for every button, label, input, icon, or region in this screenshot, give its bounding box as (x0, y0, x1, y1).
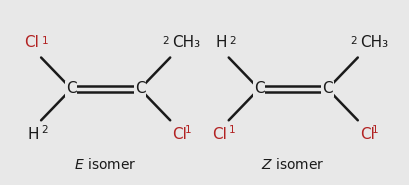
Text: C: C (254, 81, 264, 96)
Text: H: H (27, 127, 39, 142)
Text: Cl: Cl (360, 127, 375, 142)
Text: 2: 2 (162, 36, 169, 46)
Text: Cl: Cl (172, 127, 187, 142)
Text: 2: 2 (350, 36, 357, 46)
Text: 1: 1 (184, 125, 191, 135)
Text: C: C (135, 81, 145, 96)
Text: H: H (215, 35, 227, 50)
Text: $\it{Z}$ isomer: $\it{Z}$ isomer (261, 157, 325, 172)
Text: CH₃: CH₃ (360, 35, 388, 50)
Text: Cl: Cl (212, 127, 227, 142)
Text: C: C (66, 81, 76, 96)
Text: $\it{E}$ isomer: $\it{E}$ isomer (74, 157, 137, 172)
Text: CH₃: CH₃ (172, 35, 200, 50)
Text: 1: 1 (229, 125, 236, 135)
Text: 1: 1 (41, 36, 48, 46)
Text: 2: 2 (41, 125, 48, 135)
Text: Cl: Cl (24, 35, 39, 50)
Text: 1: 1 (372, 125, 379, 135)
Text: C: C (322, 81, 333, 96)
Text: 2: 2 (229, 36, 236, 46)
